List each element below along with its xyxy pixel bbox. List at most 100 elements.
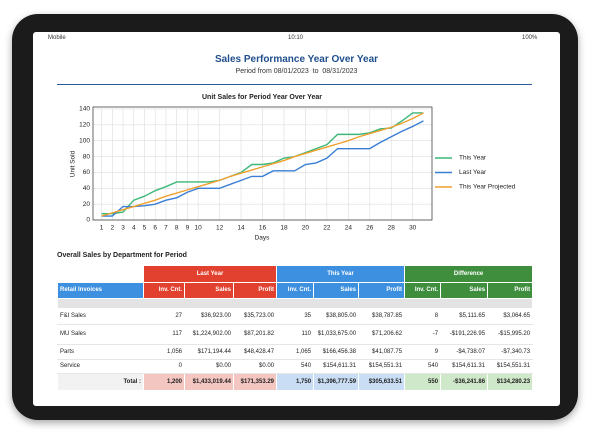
battery: 100% (522, 35, 538, 41)
table-cell: $35,723.00 (232, 308, 278, 325)
table-cell: Service (57, 359, 144, 374)
table-cell: $48,428.47 (232, 344, 278, 360)
table-cell: 540 (404, 359, 442, 374)
line-series (101, 112, 424, 217)
table-cell: $5,111.65 (440, 308, 489, 325)
table-cell: MU Sales (57, 324, 144, 345)
x-tick-label: 3 (121, 225, 125, 232)
x-axis-label: Days (255, 235, 271, 242)
x-tick-label: 7 (164, 225, 168, 232)
column-header: Sales (313, 282, 360, 299)
report-title: Sales Performance Year Over Year (214, 54, 379, 65)
table-cell: 117 (143, 324, 185, 345)
x-tick-label: 5 (143, 225, 147, 232)
table-cell: $36,923.00 (184, 308, 234, 325)
table-cell: $38,805.00 (313, 308, 360, 325)
table-cell: $154,551.31 (358, 359, 406, 374)
legend-label: This Year Projected (459, 184, 516, 191)
table-cell: $71,206.62 (358, 324, 406, 345)
x-tick-label: 24 (345, 225, 353, 232)
carrier: Mobile (48, 35, 66, 41)
divider (57, 84, 532, 85)
table-cell: -$4,738.07 (440, 344, 489, 360)
y-tick-label: 0 (86, 217, 90, 224)
table-cell: $0.00 (184, 359, 234, 374)
spacer-row (56, 298, 534, 309)
plot-frame (92, 106, 433, 221)
table-cell: $87,201.82 (232, 324, 278, 345)
y-tick-label: 40 (83, 185, 91, 192)
x-tick-label: 16 (259, 225, 267, 232)
table-cell: 1,056 (143, 344, 185, 360)
x-tick-label: 10 (195, 225, 203, 232)
column-header: Sales (440, 282, 489, 299)
x-tick-label: 22 (323, 225, 331, 232)
y-tick-label: 140 (79, 106, 90, 113)
total-cell: -$36,241.86 (440, 373, 489, 391)
table-cell: $3,064.65 (487, 308, 534, 325)
x-tick-label: 8 (175, 225, 179, 232)
table-cell: $166,456.38 (313, 344, 360, 360)
column-header: Sales (184, 282, 234, 299)
column-header: Inv. Cnt. (404, 282, 442, 299)
table-cell: 110 (276, 324, 315, 345)
report-period: Period from 08/01/2023 to 08/31/2023 (235, 68, 358, 75)
table-cell: $154,551.31 (487, 359, 534, 374)
total-cell: Total : (57, 373, 144, 391)
legend-label: This Year (459, 155, 487, 162)
group-header: This Year (276, 265, 406, 283)
x-tick-label: 26 (366, 225, 374, 232)
column-header: Inv. Cnt. (143, 282, 185, 299)
column-header: Profit (358, 282, 406, 299)
column-header: Inv. Cnt. (276, 282, 315, 299)
total-cell: 1,200 (143, 373, 185, 391)
table-cell: -7 (404, 324, 442, 345)
table-cell: 540 (276, 359, 315, 374)
x-tick-label: 28 (388, 225, 396, 232)
table-cell: $171,194.44 (184, 344, 234, 360)
section-title: Overall Sales by Department for Period (57, 252, 187, 259)
total-cell: $171,353.29 (232, 373, 278, 391)
table-cell: $154,611.31 (313, 359, 360, 374)
y-tick-label: 60 (83, 169, 91, 176)
y-tick-label: 120 (79, 122, 90, 129)
table-cell: -$15,995.20 (487, 324, 534, 345)
table-cell: $154,611.31 (440, 359, 489, 374)
table-cell: 1,065 (276, 344, 315, 360)
table-cell: -$7,340.73 (487, 344, 534, 360)
x-tick-label: 30 (409, 225, 417, 232)
column-header: Profit (232, 282, 278, 299)
x-tick-label: 18 (280, 225, 288, 232)
table-cell: Parts (57, 344, 144, 360)
table-cell: 27 (143, 308, 185, 325)
table-cell: $41,087.75 (358, 344, 406, 360)
table-cell: $0.00 (232, 359, 278, 374)
legend-label: Last Year (459, 169, 487, 176)
table-cell: 9 (404, 344, 442, 360)
total-cell: $134,280.23 (487, 373, 534, 391)
x-tick-label: 14 (237, 225, 245, 232)
x-tick-label: 9 (186, 225, 190, 232)
table-cell: -$191,226.95 (440, 324, 489, 345)
table-cell: $1,224,902.00 (184, 324, 234, 345)
total-cell: $1,396,777.59 (313, 373, 360, 391)
x-tick-label: 2 (110, 225, 114, 232)
x-tick-label: 20 (302, 225, 310, 232)
sales-table: Last Year This Year Difference Retail Invoi… (56, 265, 534, 391)
y-tick-label: 20 (83, 201, 91, 208)
x-tick-label: 6 (153, 225, 157, 232)
x-tick-label: 4 (132, 225, 136, 232)
table-cell: 35 (276, 308, 315, 325)
column-header: Profit (487, 282, 534, 299)
total-cell: 1,750 (276, 373, 315, 391)
line-series (101, 120, 424, 217)
y-tick-label: 80 (83, 153, 91, 160)
x-tick-label: 1 (100, 225, 104, 232)
time: 10:10 (288, 35, 304, 41)
table-cell: $1,033,675.00 (313, 324, 360, 345)
table-cell: F&I Sales (57, 308, 144, 325)
column-header: Retail Invoices (57, 282, 144, 299)
blank-cell (57, 265, 144, 283)
